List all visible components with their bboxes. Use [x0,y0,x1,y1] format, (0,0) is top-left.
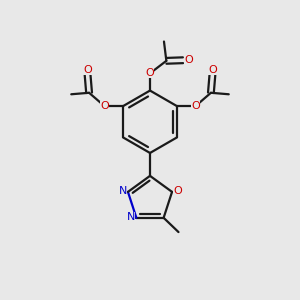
Text: O: O [173,186,182,196]
Text: O: O [83,64,92,75]
Text: N: N [127,212,135,222]
Text: N: N [118,186,127,196]
Text: O: O [191,101,200,111]
Text: O: O [184,55,193,65]
Text: O: O [208,64,217,75]
Text: O: O [100,101,109,111]
Text: O: O [146,68,154,78]
